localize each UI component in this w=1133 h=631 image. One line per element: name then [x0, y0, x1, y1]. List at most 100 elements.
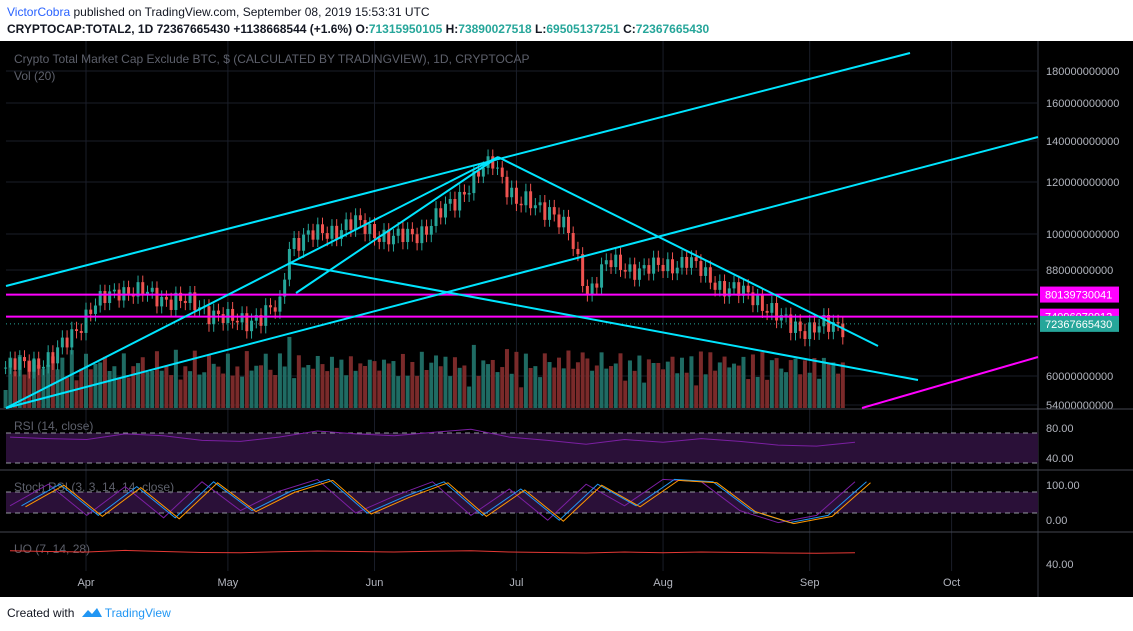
volume-bar: [178, 379, 183, 408]
chart-canvas[interactable]: Apr May Jun Jul Aug Sep Oct 180000000000 1600000…: [0, 41, 1133, 597]
volume-bar: [788, 360, 793, 408]
candle-body: [491, 156, 495, 169]
candle-body: [600, 264, 604, 288]
volume-bar: [571, 368, 576, 408]
volume-bar: [637, 355, 642, 408]
volume-bar: [481, 360, 486, 408]
candle-body: [770, 303, 774, 313]
volume-bar: [121, 353, 126, 408]
candle-body: [827, 315, 831, 332]
volume-bar: [225, 353, 230, 408]
candle-body: [79, 330, 83, 333]
volume-bar: [268, 369, 273, 408]
volume-bar: [509, 373, 514, 408]
y-tick-label: 180000000000: [1046, 66, 1119, 78]
volume-bar: [476, 375, 481, 408]
open-label: O:: [355, 22, 369, 36]
candle-body: [321, 224, 324, 234]
candle-body: [529, 191, 533, 209]
volume-bar: [381, 359, 386, 408]
volume-bar: [594, 365, 599, 408]
volume-bar: [60, 357, 65, 408]
volume-bar: [98, 362, 103, 408]
volume-bar: [826, 362, 831, 408]
candle-body: [193, 292, 197, 311]
candle-body: [164, 296, 168, 300]
volume-bar: [263, 353, 268, 408]
tradingview-brand[interactable]: TradingView: [104, 606, 171, 620]
candle-body: [231, 308, 235, 321]
candle-body: [633, 264, 637, 280]
volume-bar: [367, 359, 372, 408]
volume-bar: [779, 368, 784, 408]
candle-body: [822, 315, 826, 327]
candle-body: [477, 171, 481, 177]
volume-bar: [50, 356, 55, 408]
candle-body: [699, 261, 703, 276]
candle-body: [141, 282, 145, 295]
volume-bar: [192, 350, 197, 408]
candle-body: [756, 295, 760, 306]
candle-body: [472, 171, 476, 194]
volume-bar: [55, 369, 60, 408]
footer: Created with TradingView: [7, 606, 171, 621]
volume-bar: [311, 368, 316, 408]
candle-body: [13, 358, 17, 370]
x-tick-label: Jun: [366, 577, 384, 589]
volume-bar: [17, 355, 22, 408]
candle-body: [51, 352, 55, 364]
candle-body: [207, 306, 211, 325]
volume-bar: [523, 353, 528, 408]
volume-label: Vol (20): [14, 69, 55, 83]
volume-bar: [88, 369, 93, 408]
volume-bar: [566, 350, 571, 408]
candle-body: [150, 287, 154, 292]
candle-body: [103, 291, 107, 304]
volume-bar: [500, 367, 505, 408]
volume-bar: [27, 360, 32, 408]
candle-body: [401, 228, 405, 243]
candle-body: [841, 323, 845, 338]
candle-body: [349, 219, 353, 230]
volume-bar: [386, 363, 391, 408]
volume-bar: [443, 356, 448, 408]
candle-body: [794, 321, 797, 333]
candle-body: [46, 352, 50, 367]
volume-bar: [69, 350, 74, 408]
candle-body: [656, 257, 660, 265]
volume-bar: [169, 375, 174, 408]
volume-bar: [590, 370, 595, 408]
candle-body: [443, 203, 447, 218]
volume-bar: [145, 372, 150, 408]
candle-body: [27, 361, 31, 372]
candle-body: [259, 315, 263, 326]
author-link[interactable]: VictorCobra: [7, 5, 71, 19]
candle-body: [723, 281, 727, 297]
volume-bar: [107, 371, 112, 408]
candle-body: [500, 167, 504, 177]
ohlc-line: CRYPTOCAP:TOTAL2, 1D 72367665430 +113866…: [7, 22, 709, 36]
candle-body: [519, 203, 523, 206]
candle-body: [453, 198, 457, 211]
volume-bar: [348, 356, 353, 408]
trendline: [5, 52, 911, 287]
candle-body: [680, 256, 684, 268]
candle-body: [812, 322, 816, 333]
candle-body: [548, 207, 552, 220]
candle-body: [618, 254, 622, 271]
volume-bar: [514, 351, 519, 408]
volume-bar: [703, 374, 708, 408]
candle-body: [354, 215, 358, 230]
candle-body: [112, 289, 116, 292]
volume-bar: [561, 368, 566, 408]
candle-body: [808, 322, 812, 340]
volume-bar: [296, 355, 301, 408]
candle-body: [382, 229, 386, 242]
candle-body: [505, 176, 509, 198]
volume-bar: [457, 367, 462, 408]
chart-title: Crypto Total Market Cap Exclude BTC, $ (…: [14, 52, 529, 66]
candle-body: [543, 202, 547, 220]
candle-body: [377, 238, 381, 242]
candle-body: [339, 230, 343, 239]
candle-body: [524, 191, 528, 206]
